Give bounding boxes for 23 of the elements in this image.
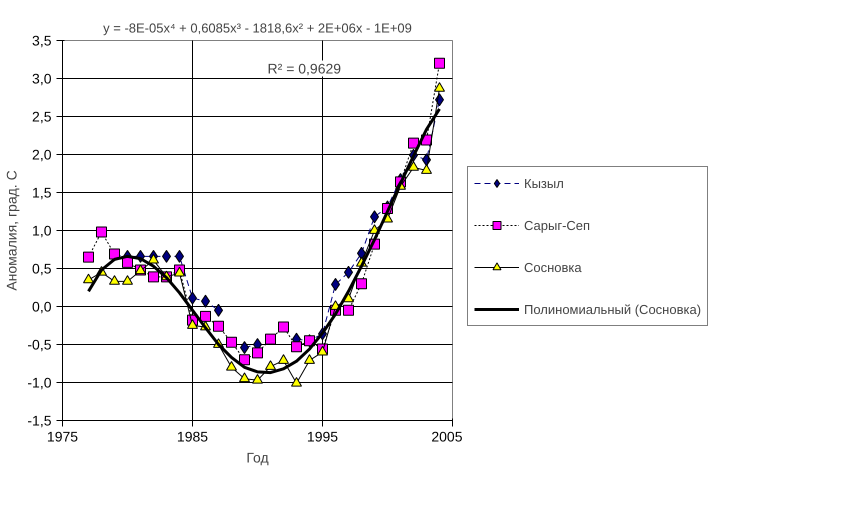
annotation: R² = 0,9629: [268, 60, 342, 76]
y-tick-label: 1,5: [32, 184, 52, 200]
x-tick-label: 1985: [176, 428, 208, 444]
y-tick-label: 2,5: [32, 108, 52, 124]
text: y = -8E-05x⁴ + 0,6085x³ - 1818,6x² + 2E+06x - 1E+09: [103, 20, 412, 36]
y-axis-title: Аномалия, град. С: [3, 170, 20, 291]
x-tick-label: 1995: [306, 428, 338, 444]
y-tick-label: -1,0: [27, 374, 52, 390]
y-tick-label: 0,5: [32, 260, 52, 276]
legend-label: Полиномиальный (Сосновка): [524, 302, 702, 316]
y-tick-label: -0,5: [27, 336, 52, 352]
y-tick-label: -1,5: [27, 412, 52, 428]
y-tick-label: 2,0: [32, 146, 52, 162]
y-tick-label: 0,0: [32, 298, 52, 314]
x-tick-label: 2005: [431, 428, 463, 444]
x-axis-title: Год: [246, 450, 269, 466]
x-tick-label: 1975: [46, 428, 78, 444]
y-tick-label: 3,5: [32, 32, 52, 48]
legend-label: Сосновка: [524, 260, 582, 274]
legend-label: Кызыл: [524, 176, 564, 190]
y-tick-label: 3,0: [32, 70, 52, 86]
y-tick-label: 1,0: [32, 222, 52, 238]
legend-label: Сарыг-Сеп: [524, 218, 590, 232]
